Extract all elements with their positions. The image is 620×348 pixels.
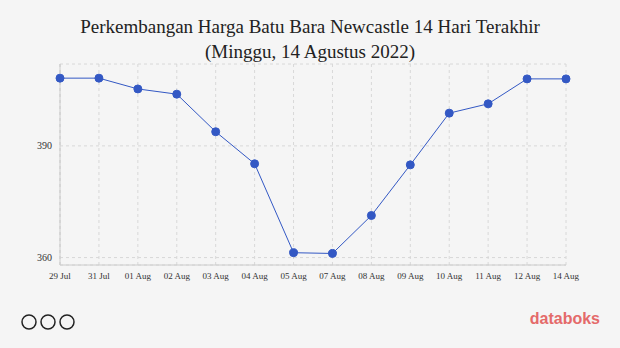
svg-text:14 Aug: 14 Aug <box>553 271 580 281</box>
svg-text:09 Aug: 09 Aug <box>397 271 424 281</box>
svg-text:390: 390 <box>37 140 52 151</box>
svg-text:04 Aug: 04 Aug <box>241 271 268 281</box>
svg-text:12 Aug: 12 Aug <box>514 271 541 281</box>
html-text:Perkembangan Harga Batu Bara N: Perkembangan Harga Batu Bara Newcastle 1… <box>80 16 540 37</box>
svg-text:08 Aug: 08 Aug <box>358 271 385 281</box>
svg-text:11 Aug: 11 Aug <box>475 271 501 281</box>
svg-text:07 Aug: 07 Aug <box>319 271 346 281</box>
svg-text:31 Jul: 31 Jul <box>88 271 110 281</box>
svg-text:10 Aug: 10 Aug <box>436 271 463 281</box>
html-text:(Minggu, 14 Agustus 2022): (Minggu, 14 Agustus 2022) <box>205 41 415 62</box>
svg-text:29 Jul: 29 Jul <box>49 271 71 281</box>
html-text:databoks: databoks <box>529 310 600 327</box>
svg-text:01 Aug: 01 Aug <box>125 271 152 281</box>
svg-text:05 Aug: 05 Aug <box>280 271 307 281</box>
svg-text:360: 360 <box>37 252 52 263</box>
svg-text:02 Aug: 02 Aug <box>164 271 191 281</box>
svg-text:03 Aug: 03 Aug <box>203 271 230 281</box>
